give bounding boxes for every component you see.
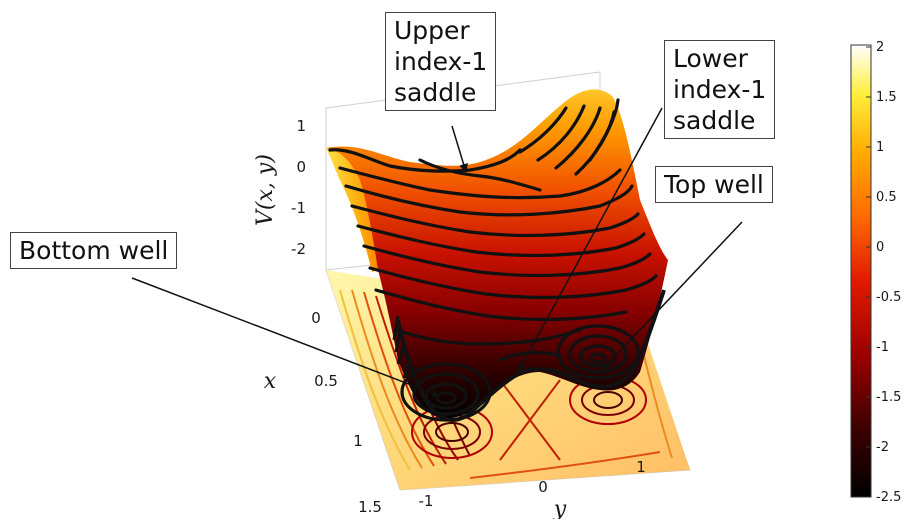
colorbar-tick-label: -1 — [876, 340, 889, 355]
y-tick: 1 — [636, 458, 646, 476]
x-tick: 1.5 — [358, 498, 382, 516]
annotation-line: saddle — [394, 78, 477, 107]
arrow-upper-saddle — [451, 125, 468, 173]
z-axis-label: V(x, y) — [253, 154, 278, 226]
colorbar-tick-label: 1.5 — [876, 90, 897, 105]
annotation-top-well: Top well — [655, 166, 773, 203]
colorbar-tick-label: 0.5 — [876, 190, 897, 205]
colorbar-scale — [850, 44, 872, 498]
colorbar-tick-label: 1 — [876, 140, 884, 155]
y-tick: -1 — [419, 492, 434, 510]
colorbar: 2 1.5 1 0.5 0 -0.5 -1 -1.5 -2 -2.5 — [850, 40, 901, 505]
annotation-arrows — [131, 107, 743, 398]
annotation-bottom-well: Bottom well — [10, 232, 178, 269]
surface-contours — [328, 98, 658, 422]
arrow-top-well — [601, 221, 743, 371]
colorbar-tick-label: -2 — [876, 440, 889, 455]
annotation-line: Top well — [664, 170, 764, 199]
annotation-upper-saddle: Upper index-1 saddle — [385, 12, 497, 111]
x-tick: 0.5 — [314, 372, 338, 390]
arrow-bottom-well — [131, 277, 441, 398]
z-tick: -1 — [291, 199, 306, 217]
annotation-line: Bottom well — [19, 236, 169, 265]
y-axis: -1 0 1 y — [419, 458, 646, 519]
arrow-lower-saddle — [517, 107, 663, 373]
annotation-line: saddle — [673, 106, 756, 135]
x-axis: 0 0.5 1 1.5 x — [264, 309, 382, 516]
colorbar-tick-label: 2 — [876, 40, 884, 55]
annotation-line: Lower — [673, 44, 748, 73]
x-axis-label: x — [264, 369, 277, 394]
y-axis-label: y — [553, 497, 567, 519]
annotation-line: index-1 — [394, 47, 488, 76]
z-tick: 0 — [296, 158, 306, 176]
colorbar-tick-label: -1.5 — [876, 390, 901, 405]
annotation-lower-saddle: Lower index-1 saddle — [664, 40, 776, 139]
z-tick: 1 — [296, 117, 306, 135]
annotation-line: Upper — [394, 16, 470, 45]
potential-surface — [326, 89, 668, 422]
colorbar-tick-label: 0 — [876, 240, 884, 255]
colorbar-tick-label: -2.5 — [876, 490, 901, 505]
y-tick: 0 — [538, 478, 548, 496]
x-tick: 0 — [311, 309, 321, 327]
annotation-line: index-1 — [673, 75, 767, 104]
x-tick: 1 — [353, 432, 363, 450]
z-axis: 1 0 -1 -2 V(x, y) — [253, 117, 306, 258]
colorbar-tick-label: -0.5 — [876, 290, 901, 305]
z-tick: -2 — [291, 240, 306, 258]
